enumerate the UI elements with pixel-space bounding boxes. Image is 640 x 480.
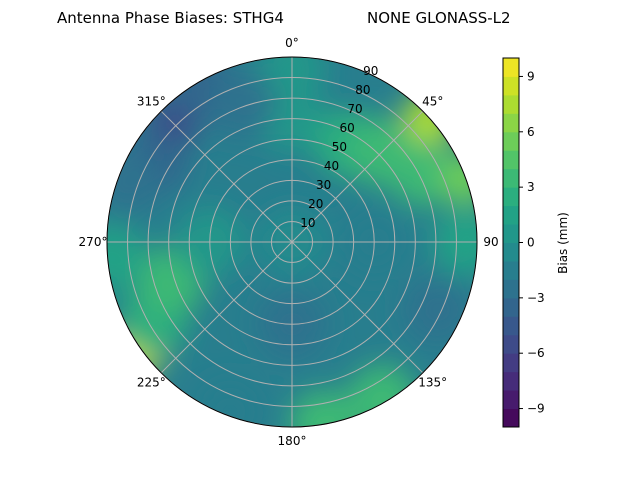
angular-tick-label: 0° bbox=[285, 36, 299, 50]
angular-tick-label: 225° bbox=[137, 376, 166, 390]
angular-tick-label: 315° bbox=[137, 94, 166, 108]
angular-tick-label: 135° bbox=[418, 376, 447, 390]
colorbar-level bbox=[503, 131, 519, 151]
colorbar-tick-label: −6 bbox=[527, 346, 545, 360]
colorbar-tick-label: 6 bbox=[527, 125, 535, 139]
angular-gridline bbox=[291, 110, 424, 243]
colorbar-tick-label: −3 bbox=[527, 291, 545, 305]
contour-region bbox=[348, 364, 417, 427]
colorbar-level bbox=[503, 260, 519, 280]
colorbar-tick-label: 0 bbox=[527, 236, 535, 250]
colorbar-level bbox=[503, 205, 519, 225]
colorbar-level bbox=[503, 150, 519, 170]
colorbar-level bbox=[503, 408, 519, 428]
colorbar-level bbox=[503, 224, 519, 243]
contour-region bbox=[403, 275, 472, 344]
colorbar-level bbox=[503, 297, 519, 317]
colorbar-label: Bias (mm) bbox=[556, 212, 570, 274]
radial-tick-label: 90 bbox=[363, 64, 378, 78]
colorbar-level bbox=[503, 242, 519, 262]
colorbar-level bbox=[503, 76, 519, 96]
radial-tick-label: 50 bbox=[332, 140, 347, 154]
colorbar-level bbox=[503, 94, 519, 114]
colorbar-tick-label: 3 bbox=[527, 180, 535, 194]
radial-tick-label: 10 bbox=[300, 216, 315, 230]
contour-region bbox=[107, 148, 162, 217]
contour-region bbox=[207, 68, 276, 137]
chart-title-left: Antenna Phase Biases: STHG4 bbox=[57, 9, 284, 27]
chart-title-right: NONE GLONASS-L2 bbox=[367, 9, 511, 27]
contour-region bbox=[107, 223, 146, 292]
colorbar-level bbox=[503, 390, 519, 410]
colorbar-level bbox=[503, 371, 519, 391]
angular-gridline bbox=[291, 241, 424, 374]
colorbar-level bbox=[503, 334, 519, 354]
radial-tick-label: 20 bbox=[308, 197, 323, 211]
radial-tick-label: 40 bbox=[324, 159, 339, 173]
angular-tick-label: 270° bbox=[79, 235, 108, 249]
colorbar-level bbox=[503, 279, 519, 299]
colorbar-level bbox=[503, 58, 519, 77]
angular-tick-label: 45° bbox=[422, 94, 443, 108]
angular-gridline bbox=[160, 110, 293, 243]
contour-region bbox=[388, 138, 457, 207]
colorbar-level bbox=[503, 113, 519, 133]
radial-tick-label: 80 bbox=[355, 83, 370, 97]
polar-grid bbox=[106, 56, 478, 428]
angular-tick-label: 180° bbox=[278, 434, 307, 448]
radial-tick-label: 30 bbox=[316, 178, 331, 192]
colorbar-level bbox=[503, 353, 519, 373]
colorbar-tick-label: −9 bbox=[527, 402, 545, 416]
angular-tick-label: 90 bbox=[483, 235, 498, 249]
colorbar-tick-label: 9 bbox=[527, 69, 535, 83]
colorbar: −9 −6 −3 0 3 6 9 bbox=[502, 57, 545, 428]
angular-tick-labels: 0° 45° 90 135° 180° 225° 270° 315° bbox=[79, 36, 499, 448]
radial-tick-label: 70 bbox=[347, 102, 362, 116]
polar-frame bbox=[106, 56, 478, 428]
colorbar-level bbox=[503, 316, 519, 336]
radial-tick-labels: 10 20 30 40 50 60 70 80 90 bbox=[300, 64, 378, 230]
contour-region bbox=[196, 377, 265, 427]
angular-gridline bbox=[160, 241, 293, 374]
radial-tick-label: 60 bbox=[340, 121, 355, 135]
colorbar-level bbox=[503, 187, 519, 207]
colorbar-level bbox=[503, 168, 519, 188]
